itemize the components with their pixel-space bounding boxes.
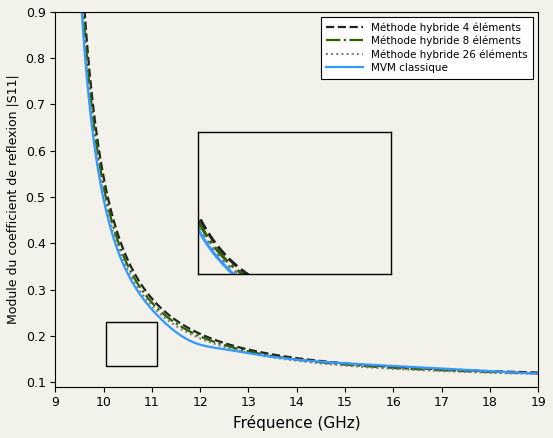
- Méthode hybride 4 éléments: [368, 363, 375, 368]
- Legend: Méthode hybride 4 éléments, Méthode hybride 8 éléments, Méthode hybride 26 éléme: Méthode hybride 4 éléments, Méthode hybr…: [321, 17, 533, 79]
- Méthode hybride 4 éléments: [424, 366, 431, 371]
- Méthode hybride 8 éléments: [342, 362, 349, 367]
- Méthode hybride 4 éléments: [471, 368, 478, 373]
- MVM classique: [535, 371, 541, 376]
- Méthode hybride 8 éléments: [424, 367, 431, 372]
- MVM classique: [368, 362, 375, 367]
- MVM classique: [342, 361, 349, 366]
- Méthode hybride 8 éléments: [104, 202, 111, 207]
- Méthode hybride 26 éléments: [471, 370, 478, 375]
- MVM classique: [104, 214, 111, 219]
- Line: MVM classique: MVM classique: [80, 3, 538, 374]
- Méthode hybride 8 éléments: [535, 371, 541, 376]
- Méthode hybride 4 éléments: [76, 0, 83, 5]
- Méthode hybride 26 éléments: [424, 368, 431, 373]
- Méthode hybride 8 éléments: [368, 364, 375, 369]
- MVM classique: [471, 368, 478, 373]
- Méthode hybride 26 éléments: [354, 364, 361, 369]
- Méthode hybride 4 éléments: [354, 362, 361, 367]
- Méthode hybride 26 éléments: [76, 0, 83, 5]
- MVM classique: [76, 0, 83, 5]
- Méthode hybride 8 éléments: [471, 369, 478, 374]
- Méthode hybride 26 éléments: [368, 365, 375, 370]
- Line: Méthode hybride 8 éléments: Méthode hybride 8 éléments: [80, 3, 538, 373]
- Méthode hybride 8 éléments: [76, 0, 83, 5]
- Line: Méthode hybride 26 éléments: Méthode hybride 26 éléments: [80, 3, 538, 374]
- Méthode hybride 26 éléments: [535, 371, 541, 377]
- Méthode hybride 26 éléments: [342, 363, 349, 368]
- Méthode hybride 8 éléments: [354, 363, 361, 368]
- Méthode hybride 4 éléments: [535, 370, 541, 375]
- MVM classique: [354, 361, 361, 367]
- MVM classique: [424, 365, 431, 371]
- Méthode hybride 4 éléments: [104, 193, 111, 198]
- Bar: [106, 322, 156, 366]
- Méthode hybride 4 éléments: [342, 361, 349, 366]
- Méthode hybride 26 éléments: [104, 208, 111, 214]
- Y-axis label: Module du coefficient de reflexion |S11|: Module du coefficient de reflexion |S11|: [7, 74, 20, 324]
- X-axis label: Fréquence (GHz): Fréquence (GHz): [233, 415, 361, 431]
- Line: Méthode hybride 4 éléments: Méthode hybride 4 éléments: [80, 3, 538, 373]
